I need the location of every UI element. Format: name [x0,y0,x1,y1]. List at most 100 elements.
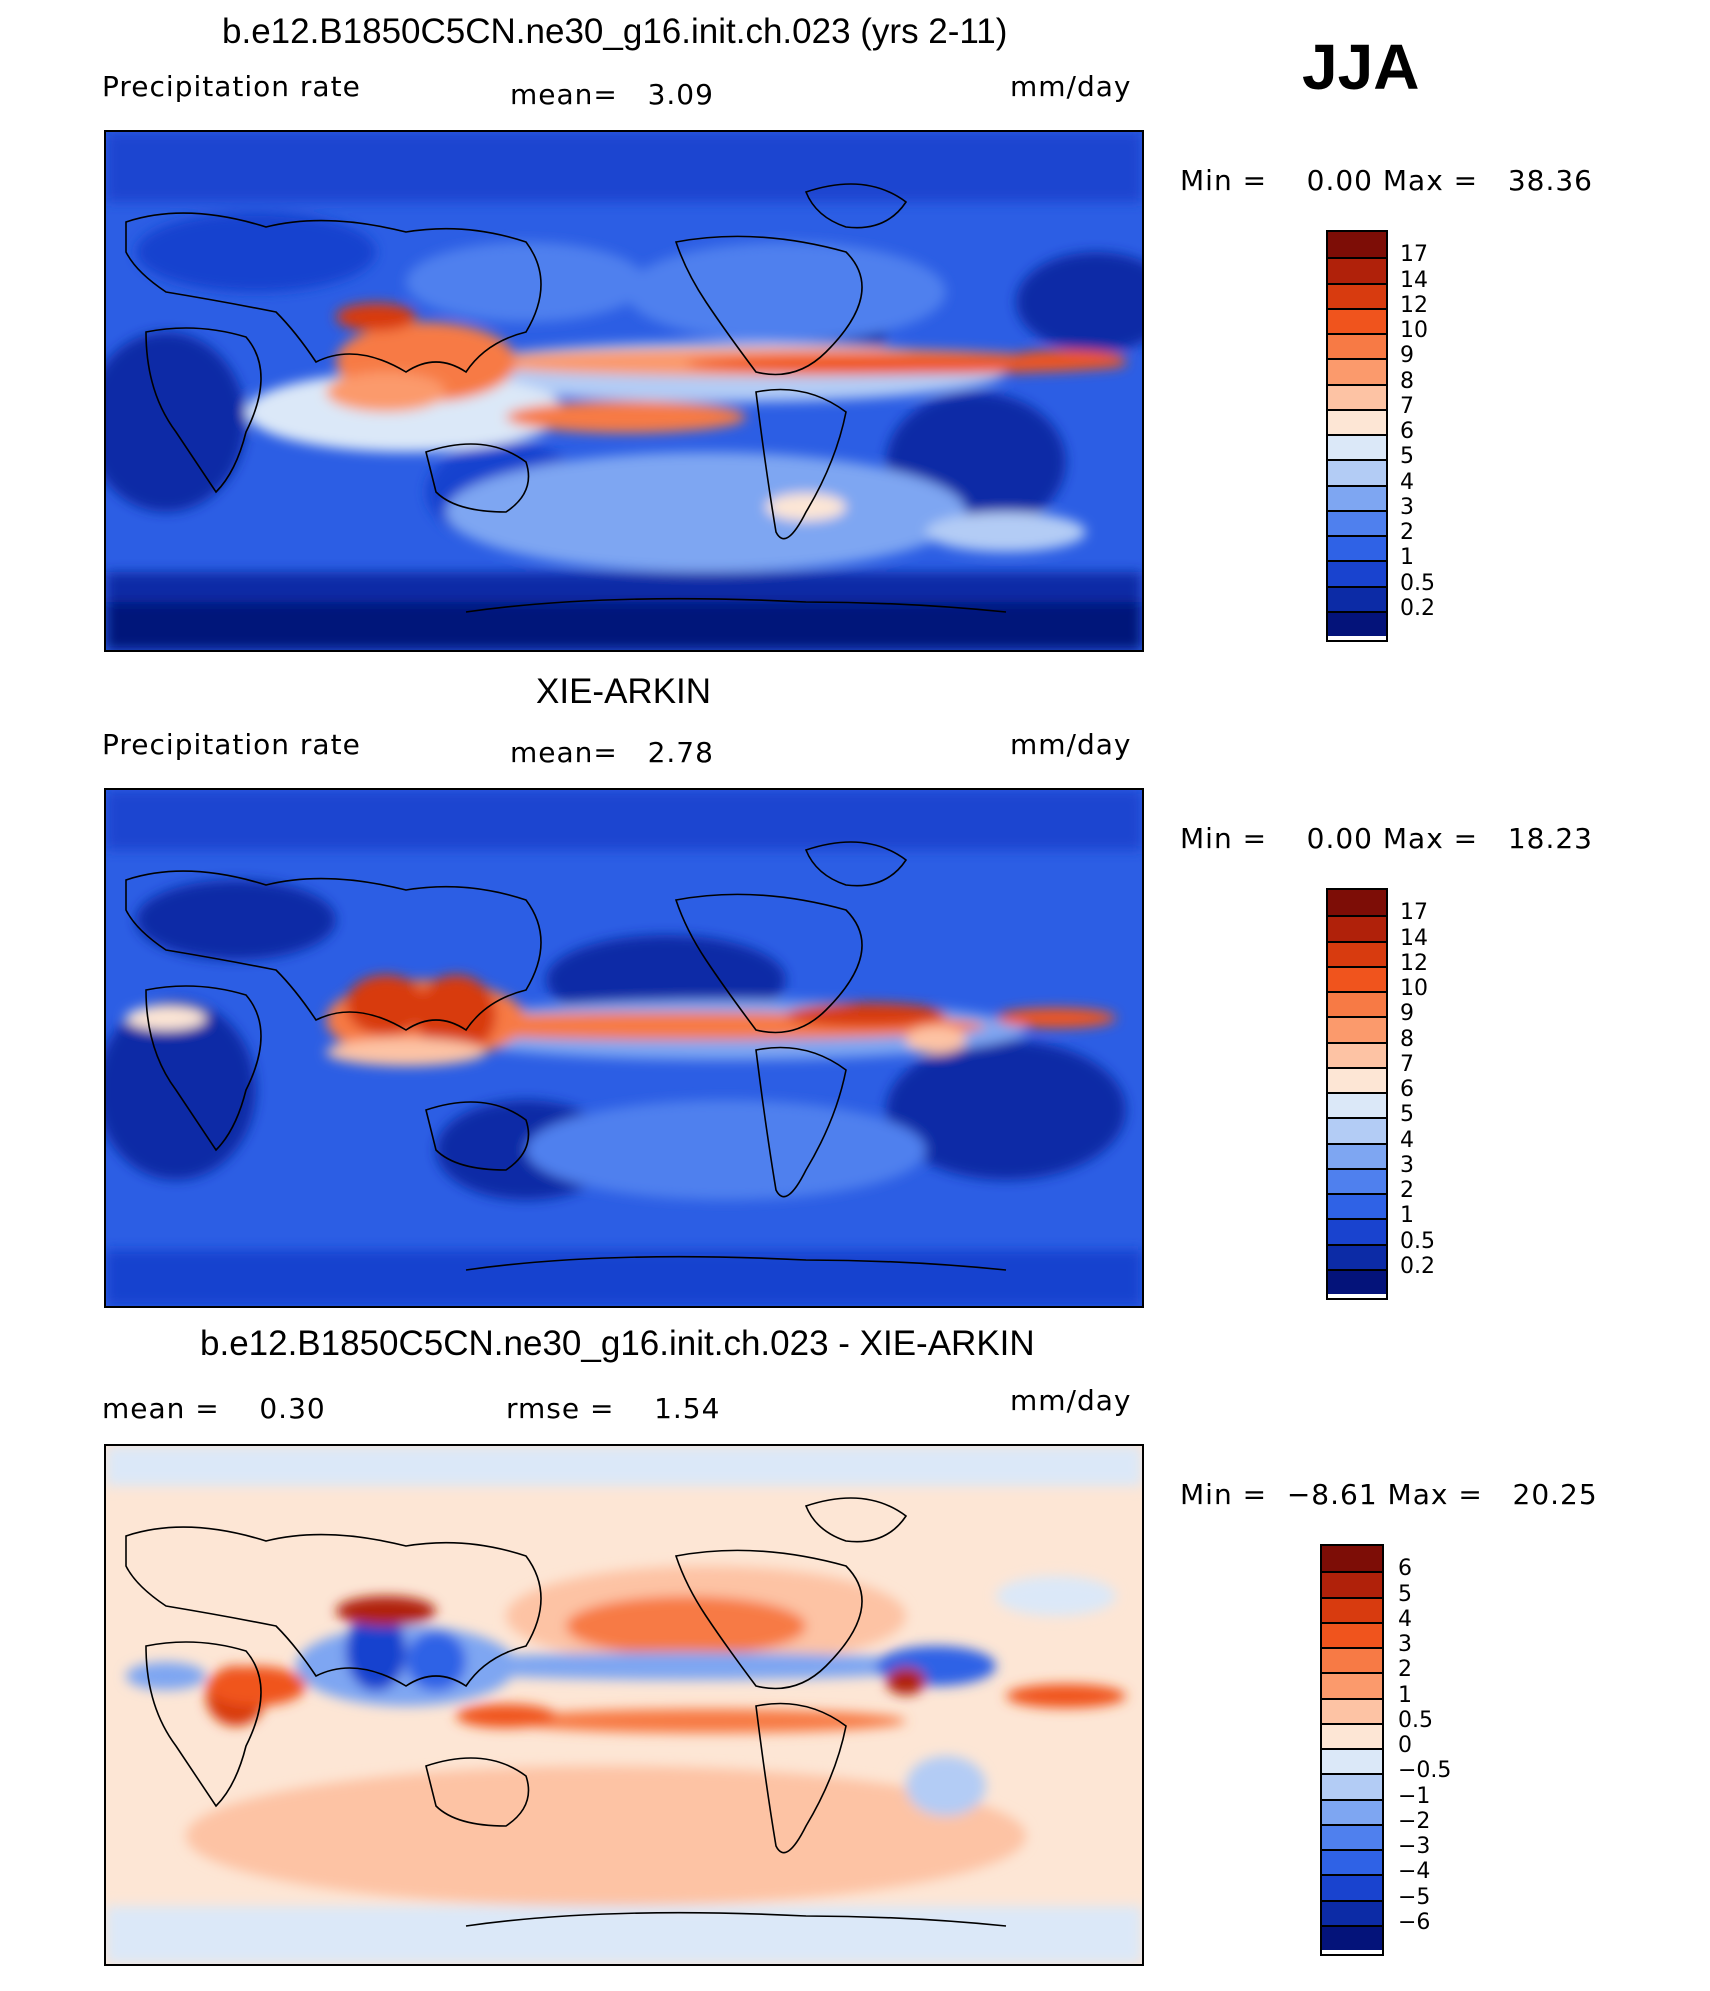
minmax-label-diff: Min = −8.61 Max = 20.25 [1180,1478,1598,1511]
colorbar-swatch [1328,484,1386,510]
colorbar-label: 0.5 [1400,570,1435,596]
colorbar-labels-diff: 6 5 4 3 2 1 0.5 0 −0.5 −1 −2 −3 −4 −5 −6 [1398,1544,1508,1952]
colorbar-label: 0.5 [1398,1707,1433,1733]
rmse-label-diff: rmse = 1.54 [506,1392,721,1425]
colorbar-swatch [1328,408,1386,434]
colorbar-label: −0.5 [1398,1758,1452,1784]
colorbar-label: −3 [1398,1834,1431,1859]
colorbar-label: 3 [1400,1152,1414,1178]
minmax-label-model: Min = 0.00 Max = 38.36 [1180,164,1593,197]
colorbar-swatch [1328,915,1386,941]
panel-title-diff: b.e12.B1850C5CN.ne30_g16.init.ch.023 - X… [200,1324,1035,1363]
colorbar-swatch [1328,358,1386,384]
colorbar-label: 12 [1400,292,1428,318]
variable-label-obs: Precipitation rate [102,728,361,761]
colorbar-swatch [1322,1748,1382,1774]
colorbar-swatch [1328,991,1386,1017]
colorbar-swatch [1328,282,1386,308]
colorbar-label: 4 [1398,1606,1412,1632]
colorbar-label: 5 [1400,1102,1414,1128]
colorbar-label: −5 [1398,1884,1431,1910]
colorbar-swatch [1328,1243,1386,1269]
colorbar-label: 4 [1400,469,1414,495]
colorbar-label: −6 [1398,1909,1431,1935]
colorbar-label: 12 [1400,950,1428,976]
colorbar-label: 2 [1398,1657,1412,1683]
colorbar-label: 1 [1400,545,1414,571]
colorbar-label: 9 [1400,343,1414,369]
colorbar-swatch [1328,1041,1386,1067]
map-canvas-diff [106,1446,1142,1964]
colorbar-swatch [1328,940,1386,966]
colorbar-label: 0.2 [1400,595,1435,621]
colorbar-label: 4 [1400,1127,1414,1153]
colorbar-label: −4 [1398,1859,1431,1885]
colorbar-swatch [1328,307,1386,333]
mean-label-obs: mean= 2.78 [510,736,714,769]
colorbar-swatch [1322,1546,1382,1572]
colorbar-swatch [1322,1849,1382,1875]
colorbar-label: 7 [1400,1051,1414,1077]
colorbar-label: 3 [1400,494,1414,520]
colorbar-label: 9 [1400,1001,1414,1027]
colorbar-swatch [1328,383,1386,409]
colorbar-label: 6 [1400,1077,1414,1102]
colorbar-swatch [1322,1596,1382,1622]
colorbar-label: 5 [1398,1581,1412,1607]
colorbar-swatch [1328,610,1386,636]
colorbar-swatch [1328,585,1386,611]
colorbar-swatch [1328,1268,1386,1294]
map-canvas-obs [106,790,1142,1306]
colorbar-swatch [1328,965,1386,991]
mean-label-diff: mean = 0.30 [102,1392,326,1425]
units-label-obs: mm/day [1010,728,1132,761]
colorbar-label: 1 [1400,1203,1414,1229]
colorbar-obs [1326,888,1388,1300]
colorbar-label: 17 [1400,242,1428,268]
colorbar-swatch [1328,459,1386,485]
colorbar-swatch [1322,1823,1382,1849]
colorbar-swatch [1322,1874,1382,1900]
precip-map-diff [104,1444,1144,1966]
map-canvas-model [106,132,1142,650]
colorbar-swatch [1328,1117,1386,1143]
precip-map-model [104,130,1144,652]
colorbar-swatch [1328,1167,1386,1193]
colorbar-labels-obs: 17 14 12 10 9 8 7 6 5 4 3 2 1 0.5 0.2 [1400,888,1500,1296]
colorbar-label: 8 [1400,368,1414,394]
colorbar-label: −1 [1398,1783,1431,1809]
colorbar-label: 7 [1400,393,1414,419]
colorbar-swatch [1322,1647,1382,1673]
colorbar-swatch [1322,1924,1382,1950]
colorbar-swatch [1328,1142,1386,1168]
colorbar-swatch [1328,1092,1386,1118]
colorbar-label: 17 [1400,900,1428,926]
minmax-label-obs: Min = 0.00 Max = 18.23 [1180,822,1593,855]
colorbar-label: 0 [1398,1733,1412,1758]
colorbar-label: 10 [1400,318,1428,343]
colorbar-swatch [1328,257,1386,283]
colorbar-diff [1320,1544,1384,1956]
colorbar-swatch [1328,560,1386,586]
units-label-model: mm/day [1010,70,1132,103]
mean-label-model: mean= 3.09 [510,78,714,111]
units-label-diff: mm/day [1010,1384,1132,1417]
colorbar-model [1326,230,1388,642]
colorbar-swatch [1328,890,1386,916]
colorbar-label: 6 [1398,1556,1412,1582]
colorbar-label: 10 [1400,976,1428,1001]
season-label: JJA [1302,31,1420,103]
colorbar-swatch [1328,1016,1386,1042]
colorbar-label: 5 [1400,444,1414,470]
colorbar-label: 0.2 [1400,1253,1435,1279]
colorbar-label: 2 [1400,520,1414,545]
colorbar-swatch [1322,1697,1382,1723]
colorbar-swatch [1328,1218,1386,1244]
colorbar-swatch [1322,1571,1382,1597]
colorbar-swatch [1322,1773,1382,1799]
colorbar-label: 6 [1400,419,1414,444]
colorbar-swatch [1322,1798,1382,1824]
colorbar-swatch [1328,509,1386,535]
colorbar-swatch [1322,1621,1382,1647]
colorbar-swatch [1328,434,1386,460]
